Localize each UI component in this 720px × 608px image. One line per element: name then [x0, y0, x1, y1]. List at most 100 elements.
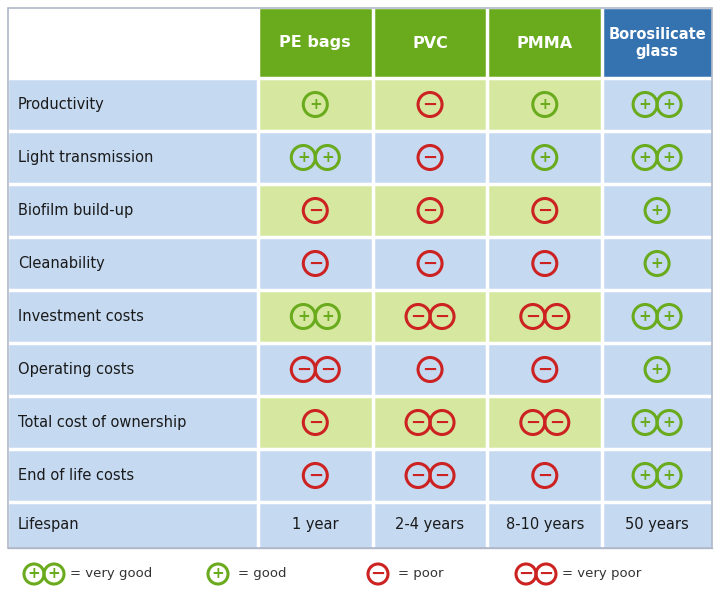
Text: Borosilicate
glass: Borosilicate glass — [608, 27, 706, 59]
Text: = very poor: = very poor — [562, 567, 642, 581]
Text: +: + — [639, 309, 652, 324]
Text: −: − — [307, 413, 323, 432]
Bar — [602, 8, 712, 78]
Text: 8-10 years: 8-10 years — [505, 517, 584, 533]
Text: End of life costs: End of life costs — [18, 468, 134, 483]
Bar — [487, 184, 602, 237]
Text: −: − — [537, 201, 552, 219]
Bar — [373, 290, 487, 343]
Bar — [258, 78, 373, 131]
Text: −: − — [370, 565, 386, 583]
Bar — [258, 343, 373, 396]
Text: −: − — [307, 201, 323, 219]
Text: +: + — [48, 567, 60, 581]
Text: +: + — [27, 567, 40, 581]
Text: −: − — [307, 255, 323, 272]
Text: +: + — [297, 309, 310, 324]
Text: −: − — [296, 361, 311, 379]
Text: Investment costs: Investment costs — [18, 309, 144, 324]
Bar — [602, 184, 712, 237]
Bar — [258, 396, 373, 449]
Text: +: + — [662, 150, 675, 165]
Bar — [373, 237, 487, 290]
Text: +: + — [321, 150, 333, 165]
Text: −: − — [537, 361, 552, 379]
Text: +: + — [639, 150, 652, 165]
Text: +: + — [662, 309, 675, 324]
Text: −: − — [549, 308, 564, 325]
Bar — [8, 131, 258, 184]
Bar — [8, 290, 258, 343]
Bar — [487, 8, 602, 78]
Bar — [373, 184, 487, 237]
Text: −: − — [537, 255, 552, 272]
Bar — [602, 237, 712, 290]
Text: −: − — [410, 466, 426, 485]
Text: −: − — [549, 413, 564, 432]
Bar — [602, 502, 712, 548]
Bar — [487, 396, 602, 449]
Text: +: + — [639, 97, 652, 112]
Bar — [258, 502, 373, 548]
Bar — [8, 502, 258, 548]
Text: −: − — [320, 361, 335, 379]
Text: −: − — [539, 565, 554, 583]
Text: PMMA: PMMA — [517, 35, 573, 50]
Text: −: − — [525, 308, 541, 325]
Bar — [8, 343, 258, 396]
Text: +: + — [539, 150, 552, 165]
Text: −: − — [410, 413, 426, 432]
Text: +: + — [662, 97, 675, 112]
Bar — [258, 131, 373, 184]
Text: Productivity: Productivity — [18, 97, 104, 112]
Bar — [258, 449, 373, 502]
Bar — [602, 131, 712, 184]
Text: −: − — [434, 308, 449, 325]
Bar — [8, 8, 258, 78]
Bar — [8, 396, 258, 449]
Bar — [258, 8, 373, 78]
Text: +: + — [321, 309, 333, 324]
Text: +: + — [309, 97, 322, 112]
Bar — [8, 548, 712, 600]
Bar — [602, 290, 712, 343]
Bar — [373, 131, 487, 184]
Text: PE bags: PE bags — [279, 35, 351, 50]
Text: Light transmission: Light transmission — [18, 150, 153, 165]
Text: Operating costs: Operating costs — [18, 362, 134, 377]
Text: +: + — [297, 150, 310, 165]
Text: = very good: = very good — [70, 567, 152, 581]
Bar — [487, 78, 602, 131]
Bar — [8, 78, 258, 131]
Bar — [487, 449, 602, 502]
Bar — [487, 237, 602, 290]
Bar — [373, 502, 487, 548]
Text: +: + — [662, 415, 675, 430]
Text: Biofilm build-up: Biofilm build-up — [18, 203, 133, 218]
Bar — [373, 396, 487, 449]
Text: −: − — [434, 466, 449, 485]
Text: +: + — [539, 97, 552, 112]
Text: +: + — [662, 468, 675, 483]
Text: −: − — [537, 466, 552, 485]
Text: −: − — [423, 361, 438, 379]
Bar — [258, 184, 373, 237]
Bar — [373, 449, 487, 502]
Bar — [258, 237, 373, 290]
Bar — [602, 396, 712, 449]
Bar — [487, 290, 602, 343]
Text: +: + — [639, 415, 652, 430]
Text: −: − — [423, 201, 438, 219]
Text: +: + — [212, 567, 225, 581]
Text: +: + — [651, 362, 663, 377]
Text: = poor: = poor — [398, 567, 444, 581]
Text: Lifespan: Lifespan — [18, 517, 80, 533]
Bar — [487, 131, 602, 184]
Bar — [258, 290, 373, 343]
Text: +: + — [651, 256, 663, 271]
Text: 50 years: 50 years — [625, 517, 689, 533]
Text: −: − — [423, 148, 438, 167]
Text: 2-4 years: 2-4 years — [395, 517, 464, 533]
Bar — [602, 449, 712, 502]
Text: PVC: PVC — [412, 35, 448, 50]
